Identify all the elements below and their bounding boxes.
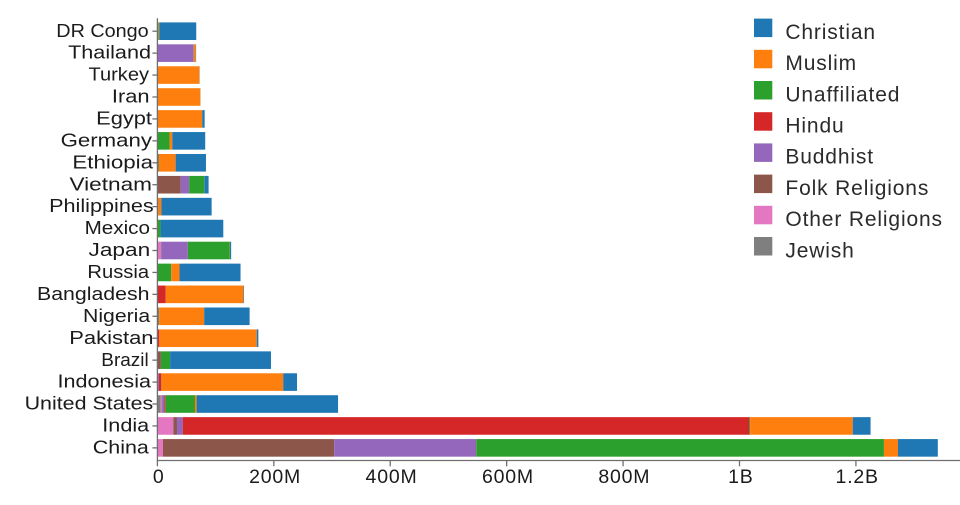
svg-text:Japan: Japan <box>89 239 151 260</box>
svg-text:400M: 400M <box>366 466 418 488</box>
svg-text:Philippines: Philippines <box>49 195 154 216</box>
svg-text:Russia: Russia <box>87 261 150 282</box>
svg-text:Indonesia: Indonesia <box>58 371 152 392</box>
svg-text:1B: 1B <box>728 466 753 488</box>
svg-text:Other Religions: Other Religions <box>785 208 942 231</box>
svg-text:1.2B: 1.2B <box>836 466 879 488</box>
svg-text:Iran: Iran <box>112 86 150 107</box>
svg-text:Brazil: Brazil <box>101 349 148 370</box>
svg-text:Jewish: Jewish <box>785 239 854 262</box>
svg-text:200M: 200M <box>249 466 301 488</box>
svg-text:Nigeria: Nigeria <box>83 305 151 326</box>
svg-text:Thailand: Thailand <box>68 42 151 63</box>
svg-text:600M: 600M <box>482 466 534 488</box>
svg-text:Christian: Christian <box>785 21 876 44</box>
svg-text:United States: United States <box>25 393 154 414</box>
svg-text:China: China <box>93 436 150 457</box>
svg-text:Hindu: Hindu <box>785 115 844 138</box>
svg-text:Unaffiliated: Unaffiliated <box>785 83 900 106</box>
svg-text:Egypt: Egypt <box>96 108 152 129</box>
svg-text:Pakistan: Pakistan <box>69 327 153 348</box>
svg-text:DR Congo: DR Congo <box>56 20 148 41</box>
svg-text:Ethiopia: Ethiopia <box>72 151 154 172</box>
svg-text:Mexico: Mexico <box>85 217 150 238</box>
svg-text:Bangladesh: Bangladesh <box>37 283 150 304</box>
svg-text:800M: 800M <box>598 466 650 488</box>
svg-text:Turkey: Turkey <box>89 64 150 85</box>
svg-text:India: India <box>102 415 150 436</box>
svg-text:0: 0 <box>153 466 165 488</box>
svg-text:Germany: Germany <box>61 129 153 150</box>
svg-text:Vietnam: Vietnam <box>70 173 153 194</box>
svg-text:Buddhist: Buddhist <box>785 146 874 169</box>
svg-text:Folk Religions: Folk Religions <box>785 177 929 200</box>
svg-text:Muslim: Muslim <box>785 52 857 75</box>
